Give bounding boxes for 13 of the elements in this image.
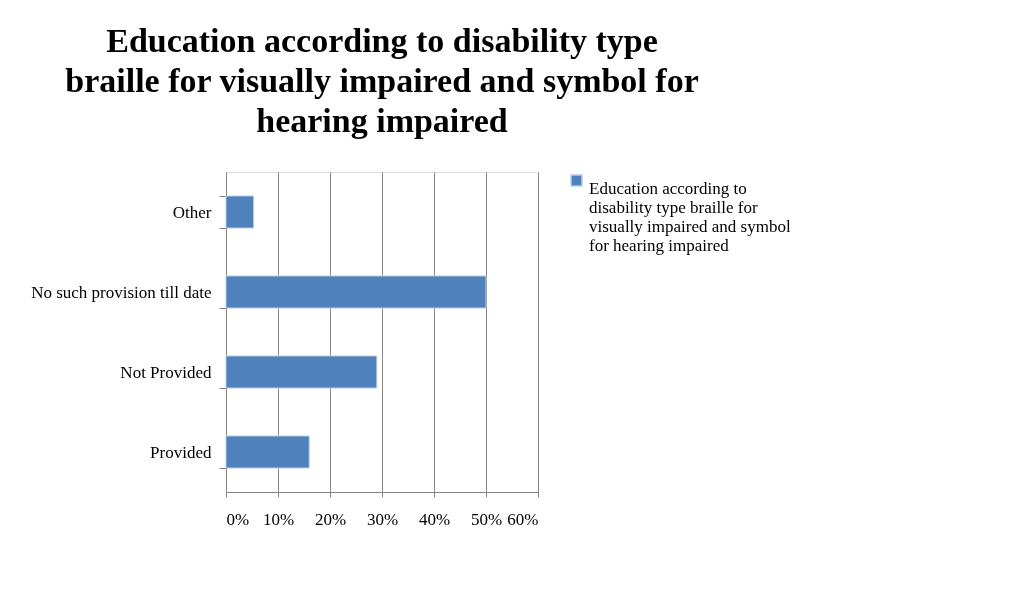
x-tick-label: 20% <box>314 509 347 529</box>
chart-title: Education according to disability type braille for visually impaired and symbol for hearing impaired <box>65 22 699 139</box>
x-tick-label: 30% <box>366 509 399 529</box>
x-tick-label: 50% <box>470 509 503 529</box>
y-tick-label: Not Provided <box>120 362 212 382</box>
legend-label: Education according to disability type braille for visually impaired and symbol for hearing impaired <box>589 178 791 255</box>
y-tick-label: Provided <box>150 442 212 462</box>
x-tick-label: 60% <box>507 509 539 529</box>
y-tick-label: Other <box>172 202 212 222</box>
x-tick-label: 0% <box>226 509 250 529</box>
y-tick-label: No such provision till date <box>31 282 212 302</box>
x-tick-label: 10% <box>262 509 295 529</box>
x-tick-label: 40% <box>418 509 451 529</box>
